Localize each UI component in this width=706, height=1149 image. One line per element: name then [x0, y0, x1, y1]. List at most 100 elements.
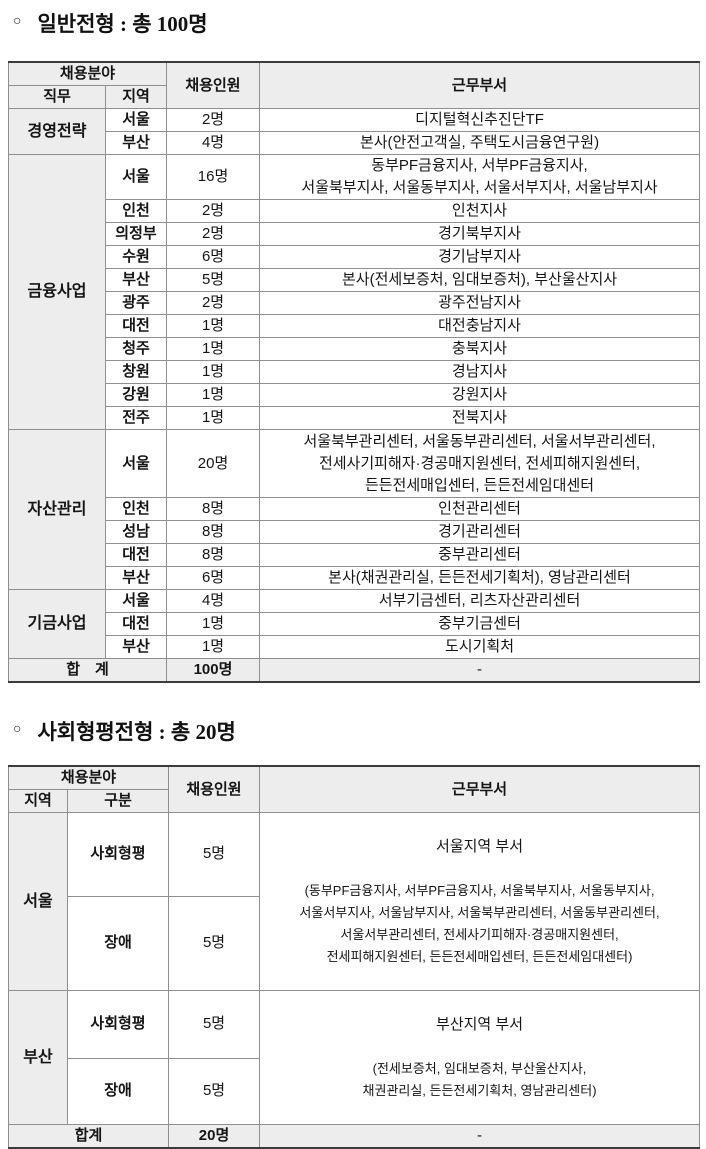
- job-cell: 자산관리: [8, 429, 106, 590]
- total-dept-cell: -: [259, 658, 701, 683]
- table-row: 금융사업 서울 16명 동부PF금융지사, 서부PF금융지사, 서울북부지사, …: [8, 154, 701, 430]
- header-recruit-field: 채용분야: [7, 765, 170, 790]
- region-cell: 대전: [104, 314, 168, 338]
- region-cell: 서울: [104, 429, 168, 498]
- dept-cell: 본사(전세보증처, 임대보증처), 부산울산지사: [259, 268, 701, 292]
- count-cell: 6명: [166, 566, 261, 590]
- region-cell: 부산: [104, 635, 168, 659]
- total-count-cell: 100명: [166, 658, 261, 683]
- table-row: 기금사업 서울 4명 서부기금센터, 리츠자산관리센터: [8, 589, 701, 659]
- dept-cell: 동부PF금융지사, 서부PF금융지사, 서울북부지사, 서울동부지사, 서울서부…: [259, 154, 701, 200]
- job-cell: 기금사업: [8, 589, 106, 659]
- region-cell: 대전: [104, 543, 168, 567]
- region-cell: 청주: [104, 337, 168, 361]
- region-cell: 서울: [104, 589, 168, 613]
- dept-cell: 대전충남지사: [259, 314, 701, 338]
- dept-cell: 경남지사: [259, 360, 701, 384]
- count-cell: 4명: [166, 131, 261, 155]
- table-row: 강원 1명 강원지사: [9, 383, 701, 407]
- table-row: 부산 6명 본사(채권관리실, 든든전세기획처), 영남관리센터: [9, 566, 701, 590]
- count-cell: 8명: [166, 497, 261, 521]
- table-row: 부산 5명 본사(전세보증처, 임대보증처), 부산울산지사: [9, 268, 701, 292]
- table-row: 부산 사회형평 5명 부산지역 부서 (전세보증처, 임대보증처, 부산울산지사…: [8, 990, 701, 1125]
- header-headcount: 채용인원: [168, 765, 261, 813]
- table-row: 채용분야 채용인원 근무부서: [7, 765, 701, 813]
- section-title-social-equity: ○ 사회형평전형 : 총 20명: [0, 716, 706, 746]
- region-cell: 대전: [104, 612, 168, 636]
- header-category: 구분: [66, 789, 170, 813]
- dept-cell: 중부관리센터: [259, 543, 701, 567]
- region-group-cell: 서울: [8, 812, 68, 991]
- dept-cell: 경기관리센터: [259, 520, 701, 544]
- table-row: 지역 구분: [8, 789, 700, 813]
- region-cell: 전주: [104, 406, 168, 430]
- dept-list: (전세보증처, 임대보증처, 부산울산지사, 채권관리실, 든든전세기획처, 영…: [362, 1061, 597, 1098]
- dept-cell: 본사(채권관리실, 든든전세기획처), 영남관리센터: [259, 566, 701, 590]
- count-cell: 1명: [166, 360, 261, 384]
- table-row: 청주 1명 충북지사: [9, 337, 701, 361]
- count-cell: 2명: [166, 199, 261, 223]
- table-row: 장애 5명: [9, 895, 700, 992]
- dept-cell: 부산지역 부서 (전세보증처, 임대보증처, 부산울산지사, 채권관리실, 든든…: [259, 990, 701, 1125]
- table-row: 인천 2명 인천지사: [9, 199, 701, 223]
- table-row: 대전 8명 중부관리센터: [9, 543, 701, 567]
- dept-cell: 서울지역 부서 (동부PF금융지사, 서부PF금융지사, 서울북부지사, 서울동…: [259, 812, 701, 991]
- total-label-cell: 합계: [7, 1124, 170, 1149]
- dept-cell: 중부기금센터: [259, 612, 701, 636]
- count-cell: 5명: [168, 895, 261, 992]
- table-row: 부산 1명 도시기획처: [9, 635, 701, 659]
- category-cell: 장애: [66, 895, 170, 992]
- table-row: 창원 1명 경남지사: [9, 360, 701, 384]
- count-cell: 1명: [166, 612, 261, 636]
- count-cell: 1명: [166, 406, 261, 430]
- table-row: 부산 4명 본사(안전고객실, 주택도시금융연구원): [9, 131, 701, 155]
- table-row: 경영전략 서울 2명 디지털혁신추진단TF: [8, 108, 701, 155]
- category-cell: 사회형평: [66, 990, 170, 1059]
- table-row: 광주 2명 광주전남지사: [9, 291, 701, 315]
- table-row: 서울 사회형평 5명 서울지역 부서 (동부PF금융지사, 서부PF금융지사, …: [8, 812, 701, 991]
- section-title-general: ○ 일반전형 : 총 100명: [0, 0, 706, 38]
- count-cell: 4명: [166, 589, 261, 613]
- region-cell: 수원: [104, 245, 168, 269]
- count-cell: 5명: [168, 812, 261, 897]
- table-row: 성남 8명 경기관리센터: [9, 520, 701, 544]
- section-title-text: 일반전형 : 총 100명: [37, 12, 208, 36]
- count-cell: 1명: [166, 314, 261, 338]
- region-group-cell: 부산: [8, 990, 68, 1125]
- social-equity-recruitment-table: 채용분야 채용인원 근무부서 지역 구분 서울 사회형평 5명 서울지역 부서 …: [7, 765, 701, 1149]
- dept-cell: 경기남부지사: [259, 245, 701, 269]
- total-label-cell: 합 계: [7, 658, 168, 683]
- header-region: 지역: [8, 789, 68, 813]
- region-cell: 부산: [104, 268, 168, 292]
- total-dept-cell: -: [259, 1124, 701, 1149]
- header-job: 직무: [8, 85, 106, 109]
- count-cell: 16명: [166, 154, 261, 200]
- region-cell: 인천: [104, 199, 168, 223]
- table-row: 채용분야 채용인원 근무부서: [7, 61, 701, 109]
- general-recruitment-table: 채용분야 채용인원 근무부서 직무 지역 경영전략 서울 2명 디지털혁신추진단…: [7, 61, 701, 683]
- region-cell: 창원: [104, 360, 168, 384]
- dept-cell: 경기북부지사: [259, 222, 701, 246]
- dept-cell: 인천관리센터: [259, 497, 701, 521]
- header-headcount: 채용인원: [166, 61, 261, 109]
- table-row: 대전 1명 대전충남지사: [9, 314, 701, 338]
- dept-cell: 광주전남지사: [259, 291, 701, 315]
- count-cell: 5명: [168, 990, 261, 1059]
- header-department: 근무부서: [259, 61, 701, 109]
- region-cell: 서울: [104, 154, 168, 200]
- dept-list: (동부PF금융지사, 서부PF금융지사, 서울북부지사, 서울동부지사, 서울서…: [299, 883, 660, 964]
- category-cell: 장애: [66, 1057, 170, 1126]
- region-cell: 의정부: [104, 222, 168, 246]
- count-cell: 1명: [166, 383, 261, 407]
- dept-title: 부산지역 부서: [436, 1016, 523, 1033]
- count-cell: 1명: [166, 635, 261, 659]
- job-cell: 금융사업: [8, 154, 106, 430]
- dept-title: 서울지역 부서: [436, 838, 523, 855]
- dept-cell: 인천지사: [259, 199, 701, 223]
- count-cell: 5명: [168, 1057, 261, 1126]
- count-cell: 5명: [166, 268, 261, 292]
- count-cell: 2명: [166, 108, 261, 132]
- table-row: 의정부 2명 경기북부지사: [9, 222, 701, 246]
- total-row: 합 계 100명 -: [7, 658, 701, 683]
- dept-cell: 강원지사: [259, 383, 701, 407]
